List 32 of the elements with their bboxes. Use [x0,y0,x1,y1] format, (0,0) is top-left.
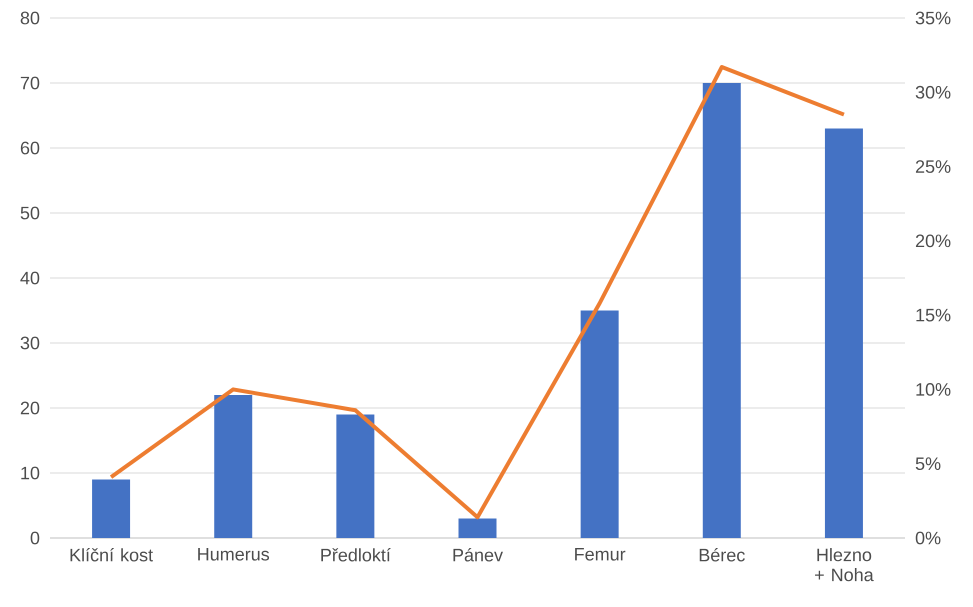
y-tick-label: 0 [30,532,40,544]
y-tick-label: 10 [21,466,40,480]
x-tick-label: Humerus [198,548,270,561]
y2-tick-label: 10% [916,383,950,396]
y2-tick-label: 25% [916,160,950,173]
y-tick-label: 30 [20,336,40,350]
bar [92,480,130,538]
line-series [109,65,846,520]
y-tick-label: 60 [20,142,40,154]
y-tick-label: 80 [20,12,40,24]
y2-tick-label: 15% [916,308,950,322]
bar [580,310,619,538]
y-tick-label: 70 [20,76,40,90]
x-tick-label: Klíční kost [70,548,153,562]
bar [824,128,863,538]
y-tick-label: 20 [20,402,40,414]
y2-tick-label: 30% [916,86,950,99]
y2-tick-label: 5% [916,457,940,470]
x-tick-label: Bérec [700,548,745,562]
bar [214,395,252,538]
y-tick-label: 40 [20,272,40,284]
bar [702,83,741,538]
x-tick-label: Předloktí [321,548,391,562]
x-tick-label: Femur [575,548,626,561]
y2-tick-label: 20% [916,234,950,248]
y2-tick-label: 35% [916,12,950,24]
bar [336,414,374,538]
x-tick-label: Hlezno + Noha [815,548,874,582]
x-tick-label: Pánev [453,548,503,562]
y2-tick-label: 0% [916,532,940,544]
bar [458,518,497,538]
y-tick-label: 50 [20,206,40,220]
